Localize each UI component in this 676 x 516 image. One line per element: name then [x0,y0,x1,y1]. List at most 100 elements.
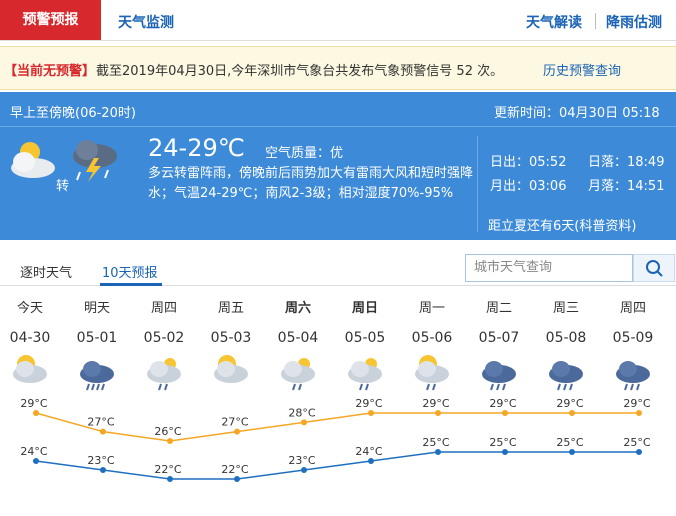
rain [569,383,573,391]
tab-active[interactable]: 10天预报 [102,266,158,281]
moonset: 月落：14:51 [588,179,665,194]
rain [624,383,628,391]
low-label: 25°C [422,436,449,449]
tab-active[interactable]: 预警预报 [0,0,101,40]
weekday: 周五 [218,301,244,316]
high-label: 26°C [154,425,181,438]
weather-icon [549,361,583,391]
date: 05-04 [278,330,319,346]
weekday: 今天 [17,300,43,316]
low-label: 22°C [154,463,181,476]
link[interactable]: 降雨估测 [606,15,662,31]
moonrise: 月出：03:06 [490,179,567,194]
high-point [368,410,374,416]
cloud [418,361,436,377]
rain [86,383,90,391]
high-point [435,410,441,416]
link[interactable]: 天气解读 [526,15,582,31]
temperature: 24-29℃ [148,134,245,162]
cloud [150,361,168,377]
rain [502,383,506,391]
weekday: 周四 [620,301,646,316]
divider [477,136,478,232]
high-point [569,410,575,416]
high-label: 29°C [556,397,583,410]
date: 05-07 [479,330,520,346]
tab-underline [100,283,162,286]
weather-icon [482,361,516,391]
high-label: 27°C [87,416,114,429]
low-point [167,476,173,482]
weekday: 周日 [352,301,378,316]
weekday: 明天 [84,301,110,316]
weather-icon [281,358,315,391]
divider [0,126,676,127]
high-point [167,438,173,444]
high-point [301,419,307,426]
sunrise: 日出：05:52 [490,155,567,170]
date: 05-08 [546,330,587,346]
low-label: 23°C [288,454,315,467]
weather-icon [13,355,47,383]
period: 早上至傍晚(06-20时) [10,106,136,121]
high-label: 29°C [422,397,449,410]
rain [359,383,363,391]
cloud [485,361,503,377]
header [0,0,676,41]
rain [91,383,95,391]
low-point [636,449,642,455]
low-label: 24°C [20,445,47,458]
cloud [83,361,101,377]
weather-icon [348,358,382,391]
rain [158,383,162,391]
rain [636,383,640,391]
low-line [35,451,639,480]
date: 04-30 [10,330,51,346]
low-point [569,449,575,455]
high-label: 27°C [221,416,248,429]
weekday: 周四 [151,301,177,316]
cloud [351,361,369,377]
note[interactable]: 距立夏还有6天(科普资料) [488,219,637,234]
rain [496,383,500,391]
weather-icon [147,358,181,391]
low-point [100,467,106,473]
tab[interactable]: 逐时天气 [20,266,73,281]
update-time: 更新时间：04月30日 05:18 [494,106,660,121]
alert-bar [0,46,676,90]
high-point [100,428,106,435]
rain [557,383,561,391]
date: 05-09 [613,330,654,346]
low-label: 25°C [489,436,516,449]
cloud [217,361,235,377]
rain [630,383,634,391]
search-input[interactable]: 城市天气查询 [465,254,633,282]
alert-link[interactable]: 历史预警查询 [543,64,622,79]
cloud [284,361,302,377]
divider [595,13,596,29]
high-point [502,410,508,416]
search-button[interactable] [633,254,675,282]
low-label: 25°C [556,436,583,449]
low-point [33,458,39,464]
high-point [636,410,642,416]
low-point [301,467,307,473]
air-quality: 空气质量：优 [265,146,344,161]
high-label: 29°C [623,397,650,410]
low-point [435,449,441,455]
tab[interactable]: 天气监测 [118,15,174,31]
low-point [502,449,508,455]
low-label: 22°C [221,463,248,476]
high-label: 29°C [20,397,47,410]
transition: 转 [56,179,70,194]
rain [426,383,430,391]
weekday: 周三 [553,301,579,316]
high-label: 28°C [288,406,315,419]
divider [0,285,676,286]
high-point [33,410,39,416]
high-label: 29°C [355,397,382,410]
rain [490,383,494,391]
weather-icon [214,355,248,383]
high-line [35,412,639,442]
